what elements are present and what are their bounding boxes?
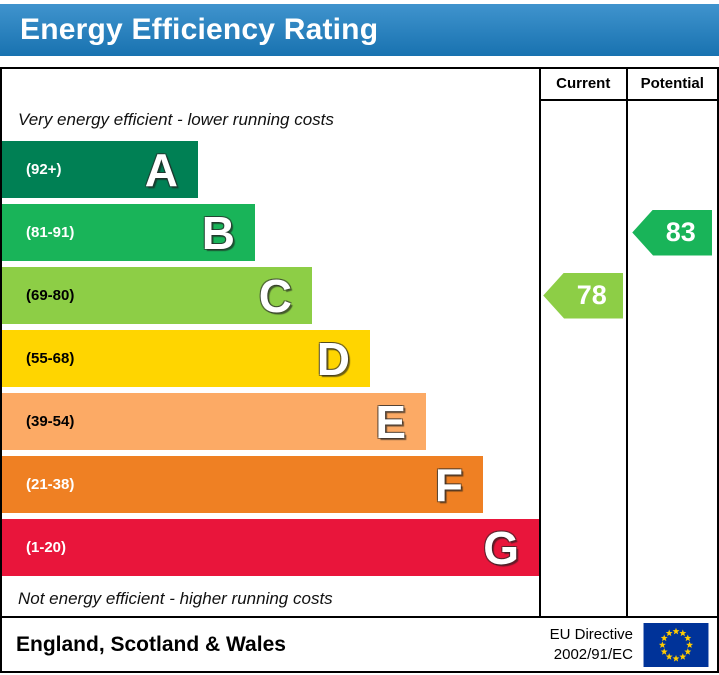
potential-column-header: Potential (627, 69, 717, 101)
band-bar-f: (21-38) F (2, 456, 483, 513)
band-letter: F (434, 458, 463, 511)
band-bar-d: (55-68) D (2, 330, 370, 387)
band-letter: E (375, 395, 406, 448)
band-range-label: (39-54) (26, 413, 75, 430)
eu-directive-line2: 2002/91/EC (553, 645, 633, 663)
band-range-label: (55-68) (26, 350, 75, 367)
eu-directive: EU Directive 2002/91/EC (550, 622, 709, 667)
chart-box: Very energy efficient - lower running co… (0, 67, 719, 673)
region-label: England, Scotland & Wales (16, 632, 286, 656)
current-rating-arrow: 78 (543, 272, 624, 319)
eu-directive-line1: EU Directive (549, 626, 633, 643)
band-letter: D (316, 332, 350, 385)
band-letter: G (483, 521, 519, 574)
potential-rating-value: 83 (665, 217, 696, 247)
band-row-a: (92+) A (2, 141, 539, 198)
chart-grid: Very energy efficient - lower running co… (2, 69, 717, 616)
band-range-label: (81-91) (26, 224, 75, 241)
current-column: Current 78 (539, 69, 626, 616)
eu-directive-text: EU Directive 2002/91/EC (550, 625, 633, 664)
band-bar-g: (1-20) G (2, 519, 539, 576)
bands: (92+) A (81-91) B (69-80) C (2, 141, 539, 576)
potential-column: Potential 83 (625, 69, 717, 616)
potential-column-body: 83 (628, 101, 717, 616)
band-row-e: (39-54) E (2, 393, 539, 450)
band-letter: A (144, 143, 178, 196)
band-range-label: (21-38) (26, 476, 75, 493)
band-row-f: (21-38) F (2, 456, 539, 513)
band-range-label: (92+) (26, 161, 62, 178)
band-range-label: (1-20) (26, 539, 67, 556)
band-letter: C (258, 269, 292, 322)
band-bar-e: (39-54) E (2, 393, 426, 450)
eu-flag-icon (643, 622, 709, 667)
top-note: Very energy efficient - lower running co… (18, 110, 334, 129)
band-row-c: (69-80) C (2, 267, 539, 324)
current-column-header: Current (541, 69, 626, 101)
band-letter: B (201, 206, 235, 259)
current-rating-value: 78 (576, 280, 607, 310)
band-row-d: (55-68) D (2, 330, 539, 387)
band-bar-a: (92+) A (2, 141, 198, 198)
band-bar-b: (81-91) B (2, 204, 255, 261)
bands-area: Very energy efficient - lower running co… (2, 69, 539, 616)
chart-title-bar: Energy Efficiency Rating (0, 4, 719, 56)
band-range-label: (69-80) (26, 287, 75, 304)
current-column-body: 78 (541, 101, 626, 616)
band-row-b: (81-91) B (2, 204, 539, 261)
potential-rating-arrow: 83 (632, 209, 713, 256)
page-title: Energy Efficiency Rating (20, 13, 379, 46)
bottom-note: Not energy efficient - higher running co… (18, 589, 333, 608)
footer: England, Scotland & Wales EU Directive 2… (2, 616, 717, 671)
band-row-g: (1-20) G (2, 519, 539, 576)
band-bar-c: (69-80) C (2, 267, 312, 324)
